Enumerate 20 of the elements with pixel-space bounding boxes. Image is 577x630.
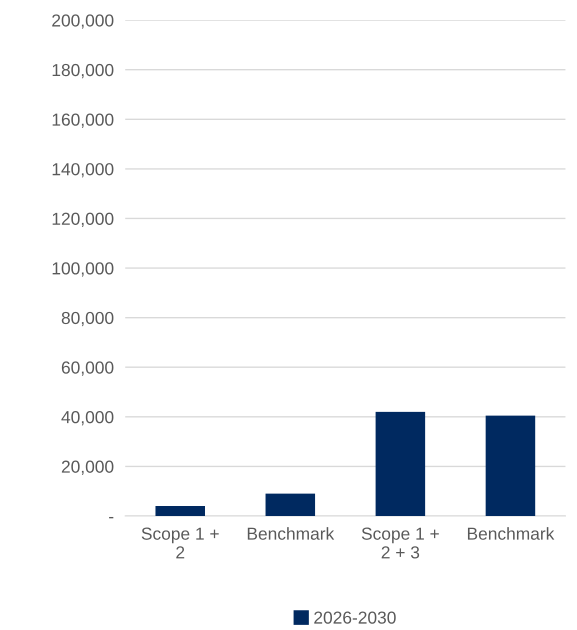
y-tick-label: - (109, 516, 114, 518)
legend-label: 2026-2030 (314, 611, 396, 624)
bar (266, 494, 316, 516)
y-tick-label: 60,000 (62, 361, 114, 376)
y-tick-label: 120,000 (52, 212, 114, 227)
bar (155, 506, 206, 516)
x-tick-label: Benchmark (468, 527, 554, 540)
x-tick-label: Benchmark (248, 527, 334, 540)
y-tick-label: 80,000 (62, 312, 114, 326)
x-tick-label: Scope 1 + 2 (142, 528, 219, 558)
y-tick-label: 160,000 (52, 113, 114, 128)
y-tick-label: 20,000 (62, 460, 114, 475)
y-tick-label: 40,000 (61, 410, 114, 426)
y-tick-label: 180,000 (52, 64, 114, 78)
y-tick-label: 100,000 (52, 262, 114, 277)
y-tick-label: 140,000 (52, 163, 114, 178)
bar (376, 412, 426, 516)
x-tick-label: Scope 1 + 2 + 3 (362, 528, 439, 559)
bar (486, 416, 536, 516)
y-tick-label: 200,000 (52, 14, 114, 29)
